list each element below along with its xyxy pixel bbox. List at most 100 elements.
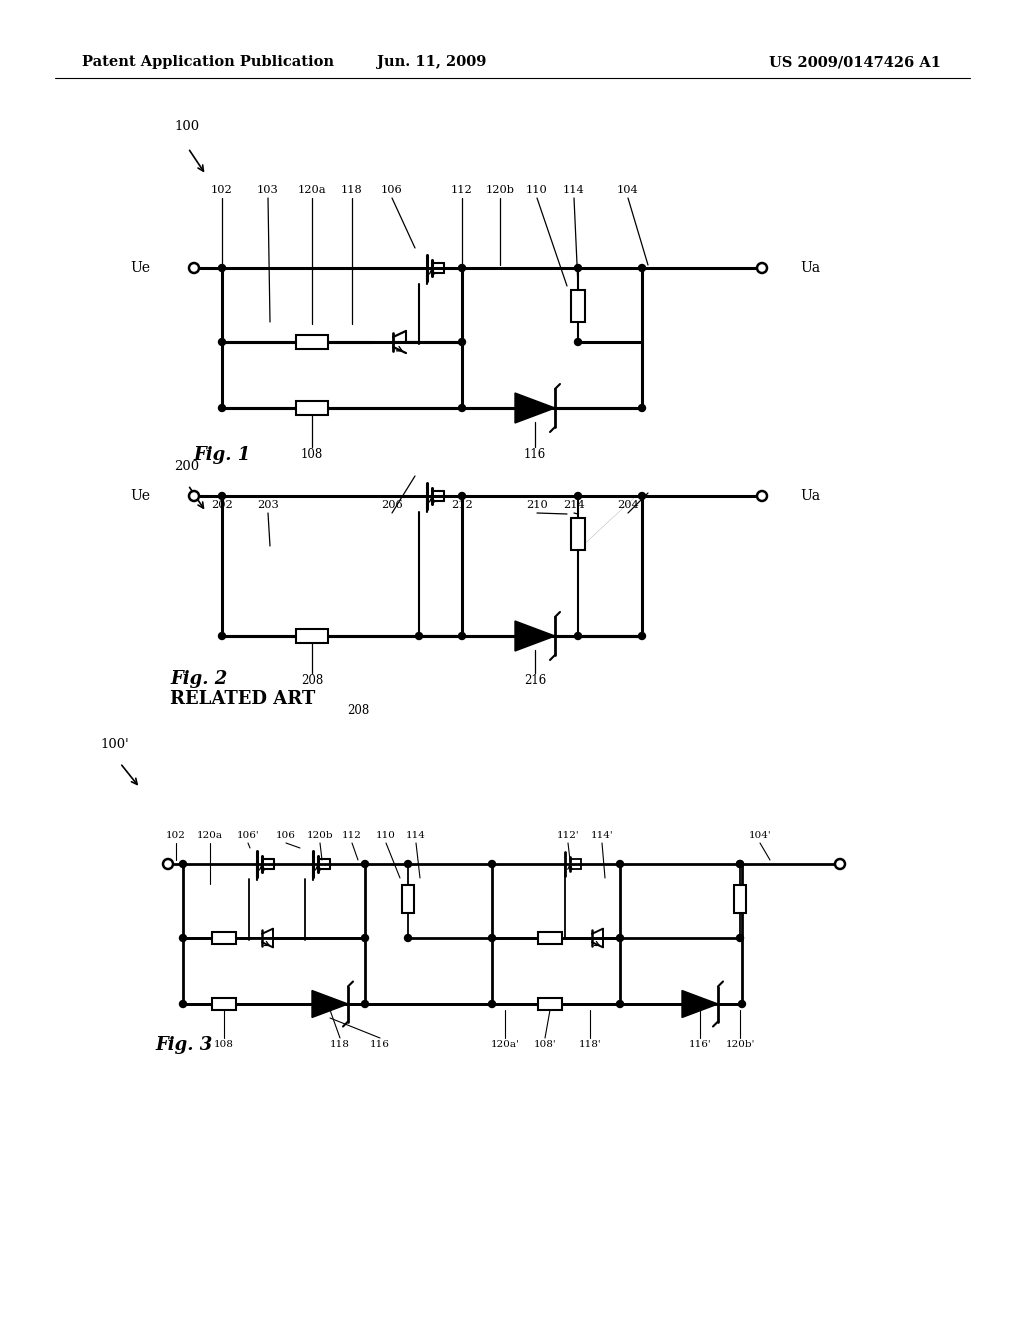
Text: 202: 202 [211,500,232,510]
Text: Patent Application Publication: Patent Application Publication [82,55,334,69]
Text: 120b: 120b [306,832,334,840]
Bar [734,884,746,913]
Circle shape [736,861,743,867]
Polygon shape [515,620,555,651]
Text: 106: 106 [381,185,402,195]
Text: 104: 104 [617,185,639,195]
Text: 116': 116' [689,1040,712,1049]
Circle shape [639,264,645,272]
Circle shape [163,859,173,869]
Circle shape [738,1001,745,1007]
Circle shape [488,861,496,867]
Circle shape [361,935,369,941]
Circle shape [218,264,225,272]
Text: 118: 118 [341,185,362,195]
Text: 112': 112' [557,832,580,840]
Bar [296,401,328,414]
Polygon shape [515,393,555,422]
Circle shape [361,1001,369,1007]
Text: Ue: Ue [130,261,150,275]
Circle shape [616,1001,624,1007]
Text: RELATED ART: RELATED ART [170,690,315,708]
Text: 208: 208 [347,704,370,717]
Text: 214: 214 [563,500,585,510]
Circle shape [218,632,225,639]
Text: 212: 212 [452,500,473,510]
Text: 116: 116 [370,1040,390,1049]
Circle shape [574,632,582,639]
Text: Fig. 2: Fig. 2 [170,671,227,688]
Circle shape [218,492,225,499]
Text: 106: 106 [276,832,296,840]
Bar [571,517,585,550]
Circle shape [574,338,582,346]
Text: 108: 108 [301,447,324,461]
Text: 100: 100 [174,120,199,133]
Text: 120b: 120b [485,185,514,195]
Bar [402,884,414,913]
Text: 120a: 120a [298,185,327,195]
Circle shape [574,264,582,272]
Circle shape [757,491,767,502]
Text: 116: 116 [524,447,546,461]
Circle shape [757,263,767,273]
Text: 118: 118 [330,1040,350,1049]
Text: 210: 210 [526,500,548,510]
Text: 114': 114' [591,832,613,840]
Text: 108: 108 [214,1040,233,1049]
Bar [296,630,328,643]
Text: 204: 204 [617,500,639,510]
Bar [571,290,585,322]
Circle shape [404,935,412,941]
Circle shape [218,404,225,412]
Circle shape [574,492,582,499]
Text: 120a: 120a [197,832,223,840]
Bar [538,998,562,1010]
Circle shape [835,859,845,869]
Circle shape [404,861,412,867]
Text: 112: 112 [452,185,473,195]
Text: 206: 206 [381,500,402,510]
Text: 200: 200 [174,459,199,473]
Text: Ua: Ua [800,488,820,503]
Circle shape [616,861,624,867]
Bar [212,932,236,944]
Circle shape [416,632,423,639]
Text: 118': 118' [579,1040,601,1049]
Polygon shape [312,990,348,1018]
Bar [538,932,562,944]
Text: Ue: Ue [130,488,150,503]
Circle shape [459,338,466,346]
Circle shape [736,861,743,867]
Text: 114: 114 [563,185,585,195]
Text: 103: 103 [257,185,279,195]
Text: 114: 114 [407,832,426,840]
Text: 208: 208 [301,675,324,686]
Circle shape [639,632,645,639]
Text: 112: 112 [342,832,361,840]
Text: 106': 106' [237,832,259,840]
Text: 110: 110 [376,832,396,840]
Text: 120a': 120a' [490,1040,519,1049]
Bar [212,998,236,1010]
Text: 104': 104' [749,832,771,840]
Circle shape [179,861,186,867]
Text: Jun. 11, 2009: Jun. 11, 2009 [377,55,486,69]
Text: Fig. 3: Fig. 3 [155,1036,212,1053]
Circle shape [736,935,743,941]
Circle shape [189,491,199,502]
Text: 110: 110 [526,185,548,195]
Circle shape [488,935,496,941]
Text: 100': 100' [100,738,129,751]
Circle shape [639,404,645,412]
Circle shape [459,492,466,499]
Polygon shape [682,990,718,1018]
Circle shape [488,1001,496,1007]
Circle shape [459,404,466,412]
Bar [296,335,328,348]
Text: US 2009/0147426 A1: US 2009/0147426 A1 [769,55,941,69]
Text: 102: 102 [166,832,186,840]
Circle shape [179,935,186,941]
Circle shape [218,338,225,346]
Text: 203: 203 [257,500,279,510]
